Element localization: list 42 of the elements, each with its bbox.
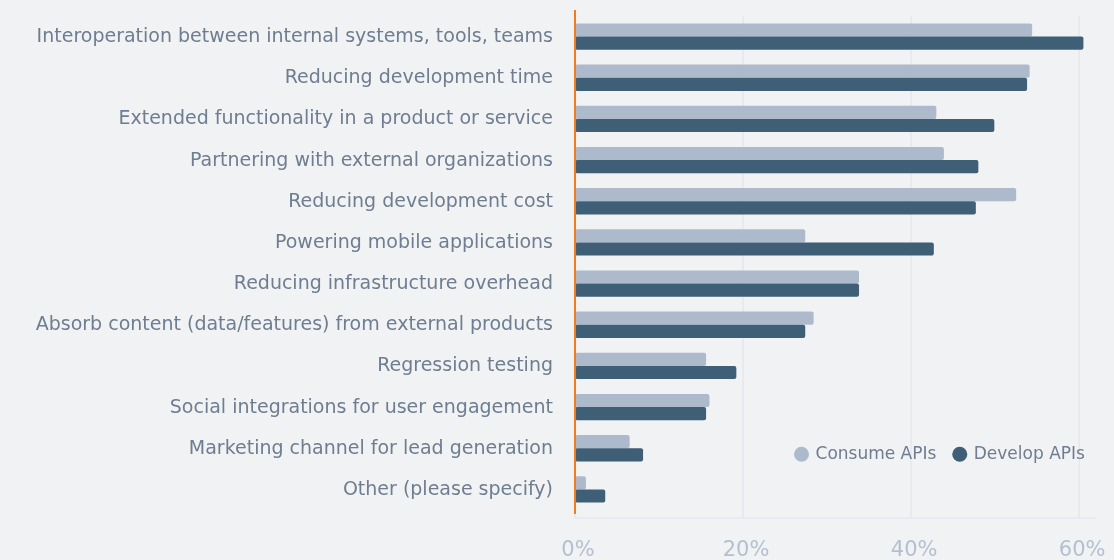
bar [575,77,1028,91]
bar [575,146,944,161]
y-tick-label: Reducing development time [284,65,553,88]
bar [575,283,860,297]
x-tick-label: 0% [561,537,595,560]
bar [575,476,586,490]
y-tick-label: Other (please specify) [342,476,553,499]
bar [575,448,644,462]
bar [575,489,606,503]
legend-label: Develop APIs [973,443,1086,464]
bar [575,64,1030,78]
bar [575,352,707,366]
bar [575,270,860,284]
bar [575,105,937,119]
x-tick-label: 60% [1058,537,1106,560]
bar [575,435,630,449]
legend-label: Consume APIs [815,443,937,464]
y-tick-label: Interoperation between internal systems, tools, teams [36,24,553,47]
x-tick-label: 20% [722,537,770,560]
bar [575,393,710,408]
y-tick-label: Powering mobile applications [274,229,553,252]
bar [575,188,1017,202]
bar [575,160,979,174]
bar [575,118,995,133]
x-tick-label: 40% [890,537,938,560]
bar [575,324,806,338]
bar [575,407,707,421]
bar [575,201,976,215]
bar [575,23,1033,37]
y-tick-label: Absorb content (data/features) from external products [35,312,553,335]
y-tick-label: Extended functionality in a product or service [118,106,553,129]
y-tick-label: Social integrations for user engagement [169,394,553,417]
bar [575,229,806,243]
bar [575,311,814,325]
bar [575,242,934,256]
y-tick-label: Regression testing [377,353,553,376]
y-tick-label: Reducing infrastructure overhead [233,271,553,294]
bar [575,36,1084,50]
y-tick-label: Reducing development cost [288,188,553,211]
bar [575,365,737,380]
y-tick-label: Marketing channel for lead generation [188,435,553,458]
y-tick-label: Partnering with external organizations [189,147,553,170]
